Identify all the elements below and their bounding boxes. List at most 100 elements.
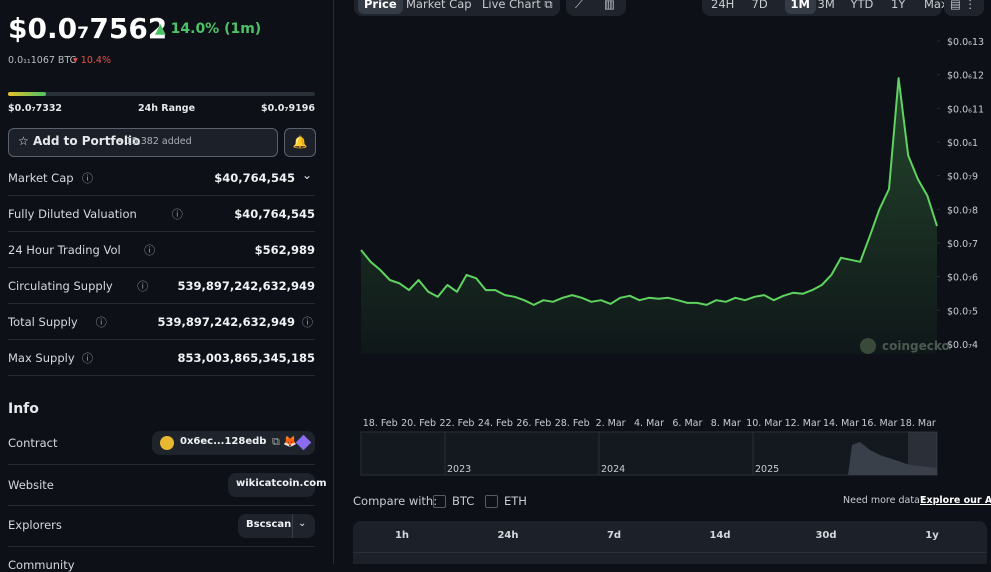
tab[interactable]: Live Chart ⧉: [482, 0, 553, 12]
stat-value: $40,764,545: [214, 171, 295, 185]
stat-label: Fully Diluted Valuation: [8, 207, 137, 221]
y-tick-label: $0.0₆1: [947, 138, 978, 149]
website-pill[interactable]: wikicatcoin.com: [228, 473, 327, 497]
divider: [8, 505, 315, 506]
explorer-value: Bscscan: [246, 519, 292, 530]
range-high: $0.0₇9196: [260, 103, 315, 114]
y-tick-label: $0.0₇5: [947, 306, 978, 317]
compare-option[interactable]: ETH: [504, 494, 527, 508]
explorer-pill[interactable]: Bscscan ⌄: [238, 514, 315, 538]
divider: [8, 375, 315, 376]
navigator-window[interactable]: [908, 432, 937, 475]
area: [361, 78, 937, 354]
table-header-cell: 1y: [925, 530, 939, 541]
tab[interactable]: Price: [358, 0, 403, 14]
pill-divider: [292, 514, 293, 538]
x-tick-label: 28. Feb: [555, 418, 590, 429]
price: $0.0₇7562: [8, 12, 168, 45]
contract-pill[interactable]: 0x6ec...128edb ⧉ 🦊: [152, 431, 315, 455]
x-tick-label: 12. Mar: [785, 418, 821, 429]
range-tab[interactable]: Max: [924, 0, 948, 11]
add-portfolio-button[interactable]: ☆ Add to Portfolio • 15,382 added: [8, 128, 278, 157]
more-data: Need more data?: [843, 495, 925, 506]
added-text: 15,382 added: [125, 136, 192, 147]
y-tick-label: $0.0₇9: [947, 172, 978, 183]
menu-icon: ▤ ⋮: [950, 0, 977, 11]
api-link[interactable]: Explore our API: [920, 495, 991, 506]
x-tick-label: 18. Mar: [900, 418, 936, 429]
x-tick-label: 10. Mar: [746, 418, 782, 429]
info-label: Website: [8, 478, 54, 492]
info-icon: ⓘ: [171, 208, 183, 221]
y-tick-label: $0.0₆11: [947, 104, 984, 115]
x-tick-label: 20. Feb: [401, 418, 436, 429]
divider: [8, 195, 315, 196]
compare-option[interactable]: BTC: [452, 494, 475, 508]
contract-value: 0x6ec...128edb: [180, 436, 267, 447]
stat-value: 853,003,865,345,185: [177, 351, 315, 365]
info-title: Info: [8, 401, 39, 417]
x-tick-label: 2. Mar: [596, 418, 626, 429]
btc-price: 0.0₁₁1067 BTC: [8, 55, 77, 66]
table-divider: [353, 552, 987, 553]
bar-icon: ▥: [604, 0, 615, 11]
range-tabs: 24H 7D 1M 3M YTD 1Y Max: [702, 0, 948, 16]
range-tab[interactable]: 7D: [751, 0, 768, 11]
table-header-cell: 30d: [815, 530, 837, 541]
range-label: 24h Range: [138, 103, 196, 114]
info-label: Explorers: [8, 518, 62, 532]
stat-label: Market Cap: [8, 171, 74, 185]
divider: [8, 464, 315, 465]
watermark-logo: [860, 338, 876, 354]
y-tick-label: $0.0₇6: [947, 273, 978, 284]
y-tick-label: $0.0₆12: [947, 71, 984, 82]
y-tick-label: $0.0₆13: [947, 37, 984, 48]
stat-value: $40,764,545: [234, 207, 315, 221]
range-tab[interactable]: 1M: [784, 0, 816, 14]
chevron: ⌄: [302, 168, 313, 182]
x-tick-label: 16. Mar: [861, 418, 897, 429]
menu-buttons[interactable]: ▤ ⋮: [944, 0, 984, 16]
x-tick-label: 26. Feb: [516, 418, 551, 429]
panel-divider: [333, 0, 334, 564]
copy-icon: ⧉ 🦊: [272, 435, 298, 448]
tab[interactable]: Market Cap: [406, 0, 472, 11]
range-fill: [8, 92, 46, 96]
compare-label: Compare with:: [353, 494, 438, 508]
divider: [8, 339, 315, 340]
chart-tabs: Price Market Cap Live Chart ⧉: [354, 0, 560, 16]
x-tick-label: 6. Mar: [672, 418, 702, 429]
x-tick-label: 8. Mar: [711, 418, 741, 429]
info-icon: ⓘ: [82, 172, 93, 185]
info-label: Contract: [8, 436, 58, 450]
tab-text: Live Chart: [482, 0, 541, 11]
range-tab[interactable]: YTD: [850, 0, 874, 11]
y-tick-label: $0.0₇8: [947, 205, 978, 216]
btc-change: ▾ 10.4%: [73, 55, 111, 66]
navigator[interactable]: [360, 431, 938, 476]
info-icon: ⓘ: [95, 316, 107, 329]
divider: [8, 546, 315, 547]
y-tick-label: $0.0₇4: [947, 340, 978, 351]
range-tab[interactable]: 3M: [817, 0, 835, 11]
range-tab[interactable]: 24H: [711, 0, 735, 11]
range-bar: [8, 92, 315, 96]
added-count: • 15,382 added: [117, 136, 192, 147]
chart-style-toggle[interactable]: ⟋ ▥: [566, 0, 626, 16]
line-icon: ⟋: [575, 0, 584, 11]
x-tick-label: 14. Mar: [823, 418, 859, 429]
price-chart: $0.0₇4 $0.0₇5 $0.0₇6 $0.0₇7 $0.0₇8 $0.0₇9 $0.0…: [360, 37, 984, 476]
alert-button[interactable]: 🔔: [284, 128, 316, 157]
x-tick-label: 22. Feb: [440, 418, 475, 429]
x-tick-label: 24. Feb: [478, 418, 513, 429]
price-line: [360, 77, 938, 306]
navigator-year: 2024: [601, 464, 625, 475]
checkbox[interactable]: [433, 495, 446, 508]
x-tick-label: 18. Feb: [363, 418, 398, 429]
checkbox[interactable]: [485, 495, 498, 508]
range-tab[interactable]: 1Y: [891, 0, 906, 11]
stat-value: $562,989: [254, 243, 315, 257]
navigator-year: 2025: [755, 464, 779, 475]
table-header-cell: 14d: [709, 530, 731, 541]
